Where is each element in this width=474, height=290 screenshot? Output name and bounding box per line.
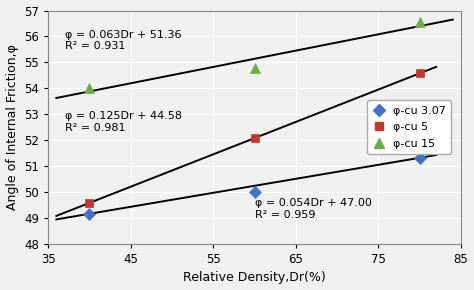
X-axis label: Relative Density,Dr(%): Relative Density,Dr(%) <box>183 271 326 284</box>
Text: φ = 0.125Dr + 44.58
R² = 0.981: φ = 0.125Dr + 44.58 R² = 0.981 <box>64 111 182 133</box>
Legend: φ-cu 3.07, φ-cu 5, φ-cu 15: φ-cu 3.07, φ-cu 5, φ-cu 15 <box>367 100 451 155</box>
Y-axis label: Angle of Internal Friction,φ: Angle of Internal Friction,φ <box>6 44 18 210</box>
Text: φ = 0.063Dr + 51.36
R² = 0.931: φ = 0.063Dr + 51.36 R² = 0.931 <box>64 30 181 51</box>
Text: φ = 0.054Dr + 47.00
R² = 0.959: φ = 0.054Dr + 47.00 R² = 0.959 <box>255 198 372 220</box>
